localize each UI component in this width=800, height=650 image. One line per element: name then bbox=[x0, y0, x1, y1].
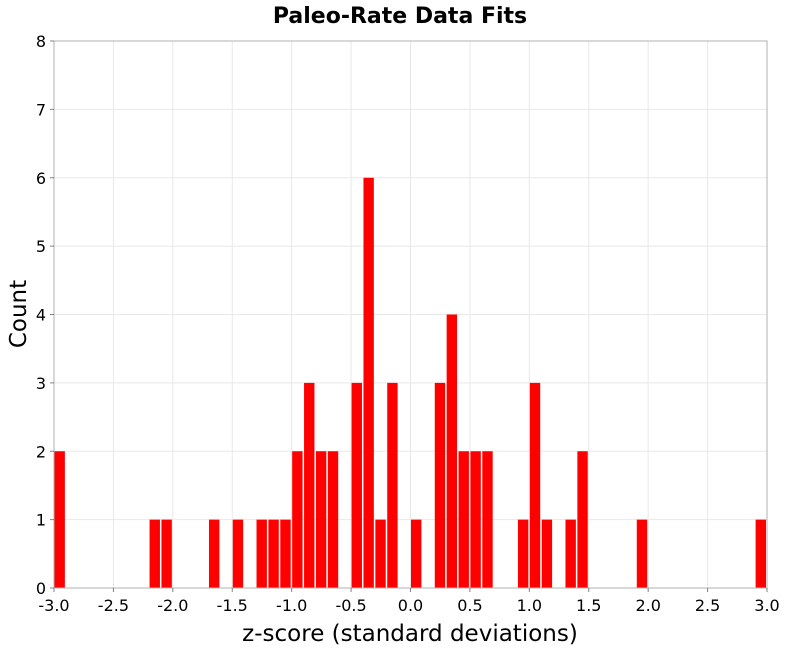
histogram-bar bbox=[577, 451, 588, 588]
x-tick-label: 1.0 bbox=[517, 596, 542, 615]
histogram-bar bbox=[565, 519, 576, 588]
y-tick-label: 7 bbox=[36, 100, 46, 119]
histogram-bar bbox=[268, 519, 279, 588]
y-tick-label: 4 bbox=[36, 306, 46, 325]
y-tick-label: 3 bbox=[36, 374, 46, 393]
histogram-bar bbox=[375, 519, 386, 588]
x-tick-label: 0.0 bbox=[398, 596, 423, 615]
histogram-bar bbox=[411, 519, 422, 588]
x-tick-label: 2.0 bbox=[635, 596, 660, 615]
x-tick-label: -1.0 bbox=[276, 596, 307, 615]
histogram-bar bbox=[387, 382, 398, 588]
y-tick-label: 0 bbox=[36, 579, 46, 598]
histogram-bar bbox=[636, 519, 648, 588]
histogram-bar bbox=[755, 519, 766, 588]
histogram-bar bbox=[304, 382, 315, 588]
histogram-bar bbox=[54, 451, 65, 588]
x-axis-ticks: -3.0 -2.5 -2.0 -1.5 -1.0 -0.5 0.0 0.5 1.0 1.5 2.0 2… bbox=[38, 588, 780, 615]
y-tick-label: 8 bbox=[36, 32, 46, 51]
y-tick-label: 5 bbox=[36, 237, 46, 256]
bars bbox=[54, 177, 766, 588]
histogram-bar bbox=[529, 382, 541, 588]
x-tick-label: 3.0 bbox=[754, 596, 779, 615]
x-tick-label: 0.5 bbox=[457, 596, 482, 615]
histogram-bar bbox=[351, 382, 362, 588]
x-tick-label: 1.5 bbox=[576, 596, 601, 615]
histogram-bar bbox=[363, 177, 374, 588]
chart-title: Paleo-Rate Data Fits bbox=[273, 4, 527, 29]
histogram-bar bbox=[161, 519, 172, 588]
histogram-bar bbox=[434, 382, 446, 588]
histogram-bar bbox=[232, 519, 244, 588]
histogram-bar bbox=[327, 451, 339, 588]
y-axis-ticks: 0 1 2 3 4 5 6 7 8 bbox=[36, 32, 54, 598]
histogram-bar bbox=[482, 451, 493, 588]
histogram-bar bbox=[541, 519, 553, 588]
x-tick-label: 2.5 bbox=[695, 596, 720, 615]
x-axis-label: z-score (standard deviations) bbox=[242, 621, 578, 647]
y-tick-label: 1 bbox=[36, 511, 46, 530]
histogram-bar bbox=[208, 519, 220, 588]
histogram-bar bbox=[256, 519, 267, 588]
histogram-bar bbox=[446, 314, 458, 588]
x-tick-label: -2.5 bbox=[98, 596, 129, 615]
grid bbox=[53, 40, 768, 589]
x-tick-label: -0.5 bbox=[335, 596, 366, 615]
histogram-bar bbox=[458, 451, 469, 588]
histogram-bar bbox=[470, 451, 481, 588]
x-tick-label: -3.0 bbox=[38, 596, 69, 615]
x-tick-label: -2.0 bbox=[157, 596, 188, 615]
histogram-bar bbox=[280, 519, 291, 588]
histogram-bar bbox=[315, 451, 327, 588]
y-tick-label: 2 bbox=[36, 442, 46, 461]
histogram-bar bbox=[149, 519, 160, 588]
y-tick-label: 6 bbox=[36, 169, 46, 188]
histogram-bar bbox=[292, 451, 303, 588]
y-axis-label: Count bbox=[6, 280, 32, 348]
histogram-bar bbox=[517, 519, 529, 588]
x-tick-label: -1.5 bbox=[217, 596, 248, 615]
